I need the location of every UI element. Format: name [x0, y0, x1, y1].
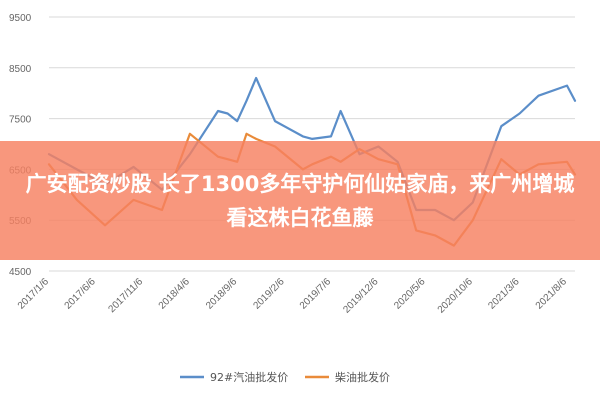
y-tick-label: 4500	[9, 267, 32, 278]
legend-label: 92#汽油批发价	[210, 370, 288, 384]
x-tick-label: 2017/6/6	[63, 276, 99, 312]
x-tick-label: 2021/8/6	[534, 276, 570, 312]
x-tick-label: 2019/2/6	[251, 276, 287, 312]
x-tick-label: 2017/1/6	[16, 276, 52, 312]
x-tick-label: 2019/7/6	[298, 276, 334, 312]
x-tick-label: 2020/10/6	[436, 276, 476, 316]
headline-text: 广安配资炒股 长了1300多年守护何仙姑家庙，来广州增城看这株白花鱼藤	[25, 171, 575, 230]
y-tick-label: 7500	[9, 115, 32, 126]
x-axis-ticks: 2017/1/6 2017/6/6 2017/11/6 2018/4/6 2018/9/…	[16, 276, 570, 316]
x-tick-label: 2021/3/6	[486, 276, 522, 312]
x-tick-label: 2017/11/6	[107, 276, 146, 315]
x-tick-label: 2019/12/6	[341, 276, 381, 316]
y-tick-label: 9500	[9, 13, 32, 24]
x-tick-label: 2018/4/6	[157, 276, 193, 312]
x-tick-label: 2018/9/6	[204, 276, 240, 312]
headline-banner[interactable]: 广安配资炒股 长了1300多年守护何仙姑家庙，来广州增城看这株白花鱼藤	[0, 141, 600, 260]
x-tick-label: 2020/5/6	[392, 276, 428, 312]
legend-label: 柴油批发价	[335, 370, 390, 384]
legend: 92#汽油批发价 柴油批发价	[180, 370, 390, 384]
y-tick-label: 8500	[9, 64, 32, 75]
